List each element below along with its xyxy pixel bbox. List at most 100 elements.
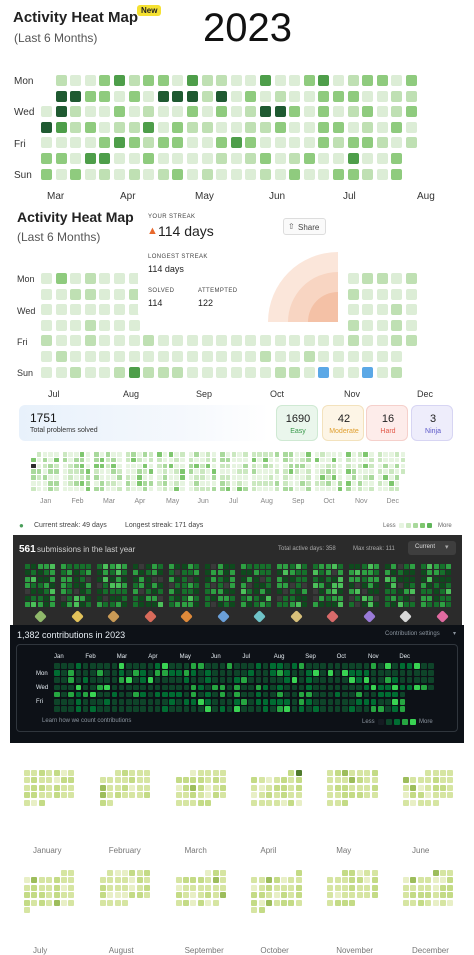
heatmap-cell <box>104 699 110 705</box>
heatmap-cell <box>331 570 337 576</box>
heatmap-cell <box>147 670 154 676</box>
heatmap-cell <box>385 601 390 607</box>
heatmap-cell <box>67 582 73 588</box>
heatmap-cell <box>313 576 318 582</box>
heatmap-cell <box>105 475 111 480</box>
calendar-cell <box>295 799 302 806</box>
heatmap-cell <box>231 486 237 492</box>
heatmap-cell <box>154 663 161 669</box>
badge-icon[interactable] <box>70 610 84 623</box>
heatmap-cell <box>306 699 312 705</box>
share-button[interactable]: ⇧ Share <box>283 218 326 235</box>
heatmap-cell <box>303 106 315 118</box>
heatmap-cell <box>245 153 257 164</box>
heatmap-cell <box>318 75 330 86</box>
solved-label: SOLVED <box>148 288 175 294</box>
calendar-cell <box>24 784 30 791</box>
heatmap-cell <box>260 351 271 362</box>
calendar-cell <box>273 877 280 884</box>
calendar-cell <box>356 770 363 776</box>
heatmap-cell <box>313 663 319 669</box>
badge-icon[interactable] <box>362 610 376 623</box>
heatmap-cell <box>230 564 236 569</box>
calendar-cell <box>129 777 136 784</box>
heatmap-cell <box>270 684 276 691</box>
heatmap-cell <box>194 576 200 582</box>
heatmap-cell <box>137 457 142 463</box>
heatmap-cell <box>362 335 374 347</box>
calendar-cell <box>220 770 226 776</box>
badge-icon[interactable] <box>143 610 157 623</box>
heatmap-cell <box>162 684 168 691</box>
day-label-sun: Sun <box>17 368 34 378</box>
heatmap-cell <box>217 601 223 607</box>
heatmap-cell <box>103 595 109 601</box>
heatmap-cell <box>70 168 82 180</box>
heatmap-cell <box>205 589 210 595</box>
heatmap-cell <box>50 570 56 576</box>
heatmap-cell <box>172 366 184 378</box>
heatmap-cell <box>74 481 79 486</box>
heatmap-cell <box>362 273 374 284</box>
heatmap-cell <box>370 684 377 691</box>
calendar-cell <box>440 777 446 784</box>
calendar-cell <box>273 899 280 906</box>
calendar-cell <box>114 777 121 784</box>
badge-icon[interactable] <box>34 610 47 623</box>
heatmap-cell <box>446 576 452 582</box>
heatmap-cell <box>25 595 30 601</box>
badge-icon[interactable] <box>216 610 230 623</box>
calendar-cell <box>342 899 348 906</box>
badge-icon[interactable] <box>399 610 412 623</box>
heatmap-cell <box>283 595 289 601</box>
badge-icon[interactable] <box>326 610 339 623</box>
month-label: December <box>412 946 449 955</box>
badge-icon[interactable] <box>289 610 303 623</box>
heatmap-cell <box>145 589 151 595</box>
contribution-settings-button[interactable]: Contribution settings <box>385 631 440 637</box>
calendar-cell <box>258 784 265 791</box>
learn-link[interactable]: Learn how we count contributions <box>42 718 132 724</box>
heatmap-cell <box>105 481 111 486</box>
heatmap-cell <box>211 601 217 607</box>
heatmap-cell <box>277 677 283 683</box>
heatmap-cell <box>217 595 223 601</box>
heatmap-cell <box>270 699 276 705</box>
heatmap-cell <box>367 564 373 569</box>
heatmap-cell <box>277 684 283 691</box>
heatmap-cell <box>82 684 89 691</box>
calendar-cell <box>417 784 424 791</box>
calendar-cell <box>403 777 409 784</box>
badge-icon[interactable] <box>435 610 449 623</box>
heatmap-cell <box>237 463 242 469</box>
heatmap-cell <box>68 475 73 480</box>
year-dropdown[interactable]: Current ▾ <box>408 541 456 555</box>
heatmap-cell <box>55 137 67 149</box>
badge-icon[interactable] <box>107 610 120 623</box>
heatmap-cell <box>241 570 246 576</box>
badge-icon[interactable] <box>253 610 266 623</box>
heatmap-cell <box>391 153 403 164</box>
calendar-cell <box>342 784 348 791</box>
heatmap-cell <box>288 481 294 486</box>
heatmap-cell <box>55 168 67 180</box>
heatmap-cell <box>79 570 85 576</box>
heatmap-cell <box>43 564 49 569</box>
calendar-cell <box>212 777 219 784</box>
heatmap-cell <box>383 452 388 457</box>
heatmap-cell <box>225 481 231 486</box>
heatmap-cell <box>320 469 325 474</box>
calendar-cell <box>122 792 128 799</box>
heatmap-cell <box>349 570 354 576</box>
heatmap-cell <box>169 576 174 582</box>
calendar-cell <box>440 899 446 906</box>
heatmap-cell <box>61 595 66 601</box>
heatmap-cell <box>289 351 301 362</box>
heatmap-cell <box>139 589 145 595</box>
heatmap-cell <box>211 589 217 595</box>
heatmap-cell <box>363 706 370 712</box>
badge-icon[interactable] <box>180 610 193 623</box>
month-label: Apr <box>120 191 136 202</box>
month-label: Mar <box>116 654 128 660</box>
heatmap-cell <box>406 121 417 133</box>
